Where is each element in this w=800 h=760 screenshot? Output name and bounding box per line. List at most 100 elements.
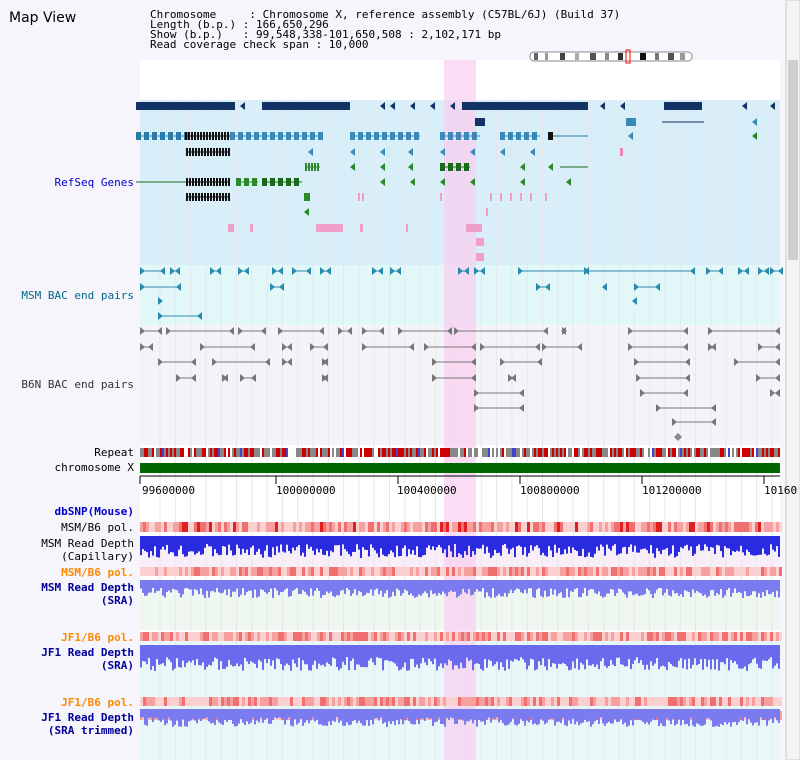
track-label-msm-b6-pol-1[interactable]: MSM/B6 pol. (61, 521, 134, 534)
highlight-region[interactable] (444, 60, 476, 760)
pol-cell (422, 632, 425, 641)
track-label-repeat[interactable]: Repeat (94, 446, 134, 459)
gene-exon (490, 193, 492, 201)
depth-bar (478, 645, 480, 665)
depth-bar (602, 709, 604, 724)
depth-bar (422, 709, 424, 719)
pol-cell (521, 522, 524, 532)
pol-cell (365, 697, 368, 706)
pol-cell (236, 567, 239, 576)
depth-bar (400, 645, 402, 670)
depth-bar (172, 536, 174, 553)
depth-bar (162, 709, 164, 720)
track-label-refseq[interactable]: RefSeq Genes (54, 176, 134, 189)
gene-exon (210, 193, 212, 201)
depth-bar (650, 645, 652, 662)
depth-bar (714, 645, 716, 670)
pol-cell (335, 567, 338, 576)
depth-bar (596, 709, 598, 720)
depth-bar (358, 645, 360, 665)
pol-cell (485, 567, 488, 576)
pol-cell (446, 522, 449, 532)
depth-bar (396, 536, 398, 546)
depth-bar (232, 536, 234, 556)
depth-bar (764, 580, 766, 597)
repeat-segment (220, 448, 222, 457)
gene-exon (362, 193, 364, 201)
track-label-jf1-depth-sra[interactable]: JF1 Read Depth (41, 646, 134, 659)
depth-bar (316, 536, 318, 549)
depth-bar (226, 580, 228, 596)
repeat-segment (670, 448, 672, 457)
refseq-genes[interactable] (136, 102, 775, 261)
gene-exon (360, 224, 363, 232)
depth-bar (568, 536, 570, 547)
track-label-msm-depth-sra[interactable]: MSM Read Depth (41, 581, 134, 594)
strand-arrow (718, 267, 723, 275)
repeat-segment (476, 448, 478, 457)
pol-cell (746, 632, 749, 641)
pol-cell (614, 522, 617, 532)
depth-bar (510, 536, 512, 550)
depth-bar (556, 709, 558, 722)
depth-bar (546, 536, 548, 557)
repeat-segment (662, 448, 664, 457)
scrollbar-thumb[interactable] (788, 60, 798, 260)
depth-bar (152, 536, 154, 556)
repeat-segment (466, 448, 468, 457)
depth-bar (266, 709, 268, 719)
depth-bar (374, 645, 376, 666)
repeat-segment (710, 448, 712, 457)
pol-cell (287, 697, 290, 706)
track-label-b6n-bac[interactable]: B6N BAC end pairs (21, 378, 134, 391)
chromosome-ideogram[interactable] (529, 49, 693, 64)
depth-bar (226, 536, 228, 556)
depth-bar (296, 645, 298, 668)
depth-bar (678, 645, 680, 661)
track-label-msm-bac[interactable]: MSM BAC end pairs (21, 289, 134, 302)
gene-exon (548, 132, 553, 140)
depth-bar (446, 709, 448, 718)
pol-cell (188, 567, 191, 576)
track-label-dbsnp[interactable]: dbSNP(Mouse) (54, 505, 134, 518)
pol-cell (728, 632, 731, 641)
depth-bar (470, 709, 472, 720)
depth-bar (730, 645, 732, 661)
b6n-bac-pairs[interactable] (140, 327, 780, 441)
pol-cell (578, 567, 581, 576)
msm-bac-pairs[interactable] (140, 267, 783, 320)
depth-bar (344, 709, 346, 726)
depth-bar (424, 645, 426, 663)
depth-bar (444, 536, 446, 550)
pol-cell (254, 567, 257, 576)
pol-cell (701, 522, 704, 532)
pol-cell (530, 567, 533, 576)
depth-bar (372, 645, 374, 663)
strand-arrow (683, 389, 688, 397)
gene-exon (186, 193, 188, 201)
strand-arrow (536, 283, 541, 291)
track-label-msm-depth-cap[interactable]: MSM Read Depth (41, 537, 134, 550)
gene-exon (210, 178, 212, 186)
strand-arrow (543, 327, 548, 335)
depth-bar (672, 645, 674, 667)
depth-bar (532, 709, 534, 725)
depth-bar (552, 645, 554, 664)
track-label-jf1-depth-trim[interactable]: JF1 Read Depth (41, 711, 134, 724)
repeat-segment (396, 448, 398, 457)
gene-exon (520, 193, 522, 201)
repeat-segment (432, 448, 434, 457)
pol-cell (203, 522, 206, 532)
pol-cell (686, 567, 689, 576)
depth-bar (772, 709, 774, 724)
pol-cell (215, 522, 218, 532)
depth-bar (324, 645, 326, 667)
track-label-msm-b6-pol-2[interactable]: MSM/B6 pol. (61, 566, 134, 579)
track-label-jf1-b6-pol-2[interactable]: JF1/B6 pol. (61, 696, 134, 709)
track-label-chromosome[interactable]: chromosome X (54, 461, 134, 474)
pol-cell (575, 632, 578, 641)
track-label-jf1-b6-pol-1[interactable]: JF1/B6 pol. (61, 631, 134, 644)
depth-bar (228, 645, 230, 661)
depth-bar (560, 645, 562, 665)
